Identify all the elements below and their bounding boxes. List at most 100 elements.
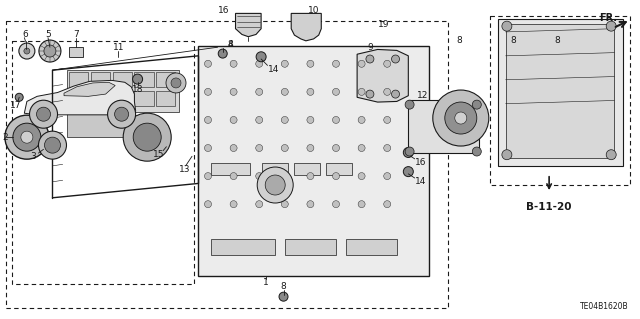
- Circle shape: [282, 201, 288, 208]
- Circle shape: [282, 145, 288, 152]
- Circle shape: [282, 60, 288, 67]
- Text: 8: 8: [228, 40, 233, 49]
- Circle shape: [472, 147, 481, 156]
- Circle shape: [358, 201, 365, 208]
- Circle shape: [279, 292, 288, 301]
- Text: 5: 5: [45, 30, 51, 39]
- Circle shape: [403, 147, 413, 158]
- Circle shape: [405, 100, 414, 109]
- Bar: [67, 70, 179, 112]
- Circle shape: [205, 116, 211, 123]
- Circle shape: [256, 201, 262, 208]
- Bar: [134, 72, 154, 87]
- Circle shape: [307, 60, 314, 67]
- Text: 14: 14: [415, 177, 427, 186]
- Circle shape: [358, 173, 365, 180]
- Circle shape: [502, 21, 512, 31]
- Circle shape: [307, 88, 314, 95]
- Bar: [408, 100, 479, 153]
- Circle shape: [433, 90, 489, 146]
- Text: 13: 13: [179, 165, 190, 174]
- Bar: [262, 163, 288, 175]
- Bar: [134, 91, 154, 106]
- Circle shape: [24, 48, 30, 54]
- Bar: [294, 163, 320, 175]
- Bar: [69, 47, 83, 57]
- Circle shape: [115, 107, 129, 121]
- Circle shape: [392, 90, 399, 98]
- Circle shape: [230, 201, 237, 208]
- Circle shape: [366, 90, 374, 98]
- Circle shape: [133, 123, 161, 151]
- Circle shape: [230, 145, 237, 152]
- Circle shape: [384, 201, 390, 208]
- Circle shape: [333, 173, 339, 180]
- Circle shape: [108, 100, 136, 128]
- Bar: [67, 113, 131, 137]
- Circle shape: [606, 21, 616, 31]
- Bar: [69, 91, 88, 106]
- Polygon shape: [291, 13, 321, 41]
- Text: 2: 2: [3, 133, 8, 142]
- Circle shape: [455, 112, 467, 124]
- Text: FR.: FR.: [599, 12, 617, 23]
- Circle shape: [38, 131, 67, 159]
- Circle shape: [282, 116, 288, 123]
- Circle shape: [307, 145, 314, 152]
- Circle shape: [403, 167, 413, 177]
- Circle shape: [39, 40, 61, 62]
- Circle shape: [230, 60, 237, 67]
- Circle shape: [307, 201, 314, 208]
- Bar: [156, 91, 175, 106]
- Bar: [156, 72, 175, 87]
- Circle shape: [132, 74, 143, 84]
- Text: 18: 18: [132, 85, 143, 94]
- Text: 8: 8: [511, 36, 516, 45]
- Text: 12: 12: [417, 91, 428, 100]
- Bar: [91, 91, 110, 106]
- Bar: [498, 19, 623, 166]
- Circle shape: [256, 88, 262, 95]
- Text: 15: 15: [153, 150, 164, 159]
- Circle shape: [166, 73, 186, 93]
- Bar: [285, 239, 336, 255]
- Circle shape: [333, 116, 339, 123]
- Circle shape: [19, 43, 35, 59]
- Circle shape: [218, 49, 227, 58]
- Text: 9: 9: [367, 43, 372, 52]
- Circle shape: [384, 173, 390, 180]
- Circle shape: [205, 201, 211, 208]
- Bar: [113, 72, 132, 87]
- Circle shape: [15, 93, 23, 101]
- Circle shape: [205, 60, 211, 67]
- Circle shape: [472, 100, 481, 109]
- Circle shape: [13, 123, 41, 151]
- Circle shape: [384, 145, 390, 152]
- Text: 11: 11: [113, 43, 124, 52]
- Circle shape: [29, 100, 58, 128]
- Circle shape: [256, 173, 262, 180]
- Circle shape: [358, 88, 365, 95]
- Polygon shape: [236, 13, 261, 37]
- Circle shape: [256, 52, 266, 62]
- Circle shape: [230, 116, 237, 123]
- Circle shape: [36, 107, 51, 121]
- Text: 17: 17: [10, 101, 21, 110]
- Bar: [211, 239, 275, 255]
- Circle shape: [44, 45, 56, 57]
- Circle shape: [358, 60, 365, 67]
- Circle shape: [333, 60, 339, 67]
- Circle shape: [384, 60, 390, 67]
- Circle shape: [358, 145, 365, 152]
- Text: 19: 19: [378, 20, 390, 29]
- Circle shape: [392, 55, 399, 63]
- Circle shape: [265, 175, 285, 195]
- Text: 8: 8: [554, 36, 559, 45]
- Circle shape: [205, 88, 211, 95]
- Text: 8: 8: [457, 36, 462, 45]
- Polygon shape: [64, 82, 115, 96]
- Circle shape: [256, 60, 262, 67]
- Circle shape: [307, 116, 314, 123]
- Circle shape: [384, 116, 390, 123]
- Circle shape: [333, 88, 339, 95]
